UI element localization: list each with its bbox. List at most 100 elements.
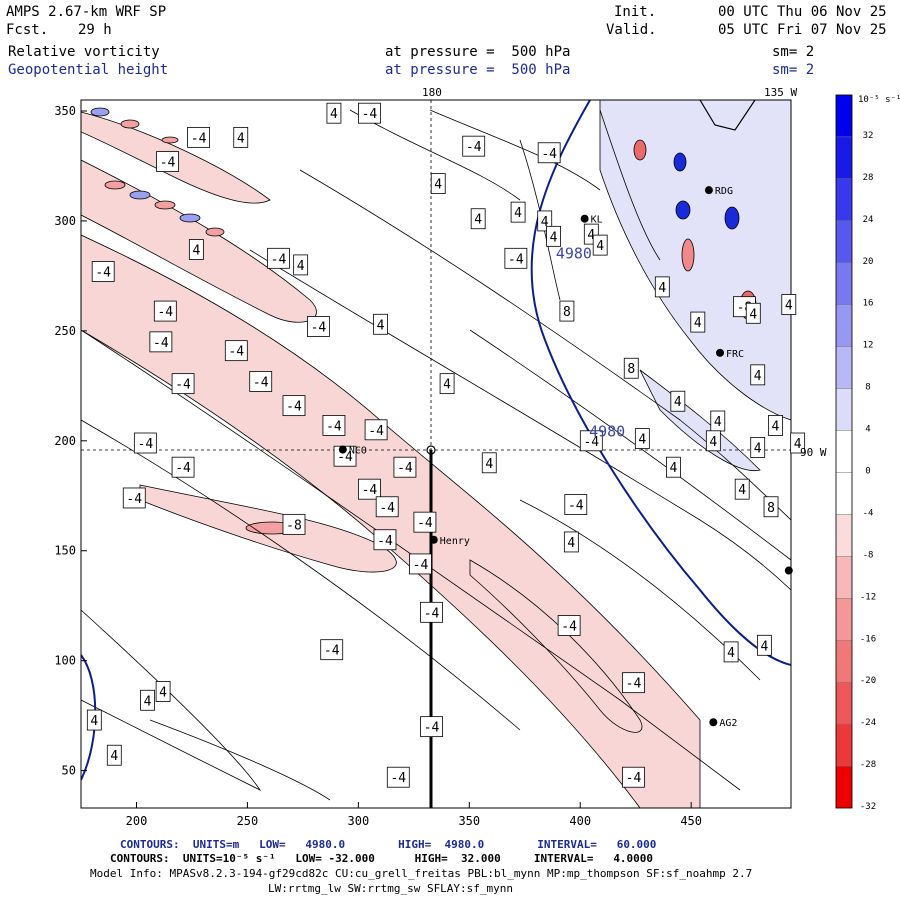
vorticity-contour-label: -4 — [373, 529, 397, 551]
vorticity-contour-label: 4 — [781, 294, 797, 315]
contour-label-box — [326, 102, 342, 124]
vorticity-contour-label: 4 — [510, 201, 526, 223]
contour-label-box — [670, 390, 686, 412]
contour-label-box — [763, 496, 779, 518]
vorticity-contour-label: 4 — [326, 102, 342, 124]
vorticity-contour-label: 4 — [654, 276, 670, 298]
contour-label-text: 4 — [144, 694, 152, 709]
contour-label-text: 4 — [754, 369, 762, 384]
footer-model-info: Model Info: MPASv8.2.3-194-gf29cd82c CU:… — [90, 867, 753, 880]
station-dot[interactable] — [338, 445, 347, 454]
field1-level: at pressure = 500 hPa — [385, 44, 571, 60]
contour-label-text: 4 — [785, 298, 793, 313]
contour-label-text: -4 — [362, 483, 378, 498]
contour-label-text: 4 — [550, 230, 558, 245]
meridian-label-90w: 90 W — [800, 446, 827, 459]
contour-label-text: 4 — [669, 461, 677, 476]
contour-label-text: -4 — [324, 644, 340, 659]
contour-label-box — [91, 261, 115, 282]
x-tick-label: 300 — [348, 814, 370, 828]
vorticity-contour-label: 4 — [723, 641, 739, 663]
contour-label-text: -4 — [541, 147, 557, 162]
height-contour-label: 4980 — [589, 422, 625, 440]
vorticity-contour-label: 4 — [373, 313, 388, 335]
vorticity-contour-label: -4 — [133, 432, 157, 454]
height-contour-label: 4980 — [556, 244, 592, 262]
contour-label-box — [155, 681, 171, 702]
contour-label-box — [420, 601, 443, 623]
station-dot[interactable] — [716, 348, 724, 357]
contour-label-box — [439, 373, 455, 395]
station-dot[interactable] — [580, 214, 589, 223]
x-tick-label: 400 — [569, 814, 591, 828]
vorticity-contour-label: -4 — [267, 247, 290, 269]
contour-label-text: 4 — [794, 437, 802, 452]
vorticity-contour-label: 4 — [140, 689, 155, 711]
station-dot[interactable] — [784, 566, 793, 575]
y-tick-label: 50 — [62, 764, 76, 778]
vorticity-contour-label: -4 — [358, 478, 381, 500]
contour-label-box — [781, 294, 797, 315]
contour-label-box — [224, 340, 248, 362]
vorticity-contour-label: -4 — [282, 395, 306, 417]
contour-label-box — [106, 744, 122, 766]
contour-label-text: 4 — [485, 457, 493, 472]
vorticity-contour-label: -4 — [122, 487, 146, 509]
contour-label-text: -4 — [508, 252, 524, 267]
contour-label-box — [750, 364, 766, 386]
contour-label-box — [734, 478, 750, 500]
x-axis-ticks: 200 250 300 350 400 450 — [126, 802, 702, 828]
contour-label-text: -4 — [379, 501, 395, 516]
contour-label-box — [481, 452, 497, 474]
forecast-hours: 29 h — [78, 22, 112, 38]
contour-label-box — [745, 302, 761, 324]
station-dot[interactable] — [429, 535, 438, 544]
contour-label-box — [358, 478, 381, 500]
contour-label-text: -4 — [126, 492, 142, 507]
contour-label-box — [140, 689, 155, 711]
contour-label-text: -4 — [228, 345, 244, 360]
contour-label-text: 4 — [237, 131, 245, 146]
contour-label-text: -4 — [153, 336, 169, 351]
contour-label-box — [187, 126, 210, 148]
station-dot[interactable] — [704, 186, 713, 195]
station-label: Henry — [440, 536, 470, 547]
vorticity-contour-label: -4 — [420, 601, 443, 623]
vorticity-contour-label: -4 — [622, 766, 645, 788]
contour-label-box — [623, 357, 639, 379]
vorticity-contour-label: -4 — [386, 766, 410, 788]
footer-height-contours: CONTOURS: UNITS=m LOW= 4980.0 HIGH= 4980… — [120, 838, 657, 851]
contour-label-box — [409, 553, 432, 575]
station-label: RDG — [715, 186, 733, 197]
vorticity-contour-label: -4 — [171, 456, 195, 478]
vorticity-contour-label: -4 — [358, 102, 381, 124]
vorticity-contour-label: 4 — [439, 373, 455, 395]
vorticity-contour-label: 4 — [756, 634, 772, 656]
station-dot[interactable] — [709, 718, 718, 727]
height-contour-labels: 4980 4980 — [556, 244, 625, 440]
contour-label-box — [373, 313, 388, 335]
coastline — [699, 100, 756, 131]
contour-label-box — [393, 456, 417, 478]
vorticity-contour-label: -4 — [320, 639, 344, 661]
vorticity-contour-label: -4 — [91, 261, 115, 282]
vorticity-contour-label: 4 — [188, 239, 204, 260]
vorticity-contour-label: 4 — [563, 531, 579, 553]
y-tick-label: 250 — [54, 324, 76, 338]
vorticity-contour-label: 4 — [690, 311, 706, 333]
contour-label-text: -4 — [337, 450, 353, 465]
contour-label-text: 4 — [90, 714, 98, 729]
contour-label-text: 4 — [754, 441, 762, 456]
contour-label-text: 4 — [727, 646, 735, 661]
cross-section-anchor[interactable] — [426, 445, 436, 455]
contour-label-text: -4 — [413, 558, 429, 573]
strong-positive-core — [724, 206, 740, 230]
contour-label-box — [267, 247, 290, 269]
contour-label-box — [563, 531, 579, 553]
contour-label-box — [413, 511, 437, 533]
station-label: AG2 — [719, 718, 737, 729]
y-axis-ticks: 50 100 150 200 250 300 350 — [54, 104, 87, 778]
valid-label: Valid. — [606, 22, 657, 38]
contour-label-box — [559, 300, 575, 322]
vorticity-contour-label: 4 — [750, 364, 766, 386]
